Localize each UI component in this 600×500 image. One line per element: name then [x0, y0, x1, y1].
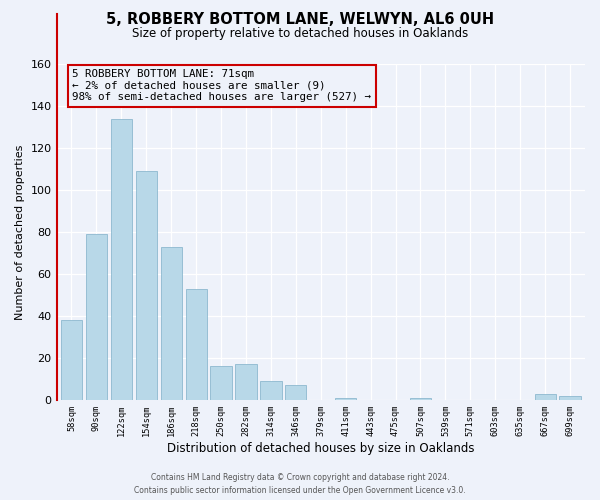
Bar — [235, 364, 257, 400]
Bar — [260, 381, 281, 400]
Y-axis label: Number of detached properties: Number of detached properties — [15, 144, 25, 320]
Text: Contains HM Land Registry data © Crown copyright and database right 2024.
Contai: Contains HM Land Registry data © Crown c… — [134, 474, 466, 495]
Bar — [185, 289, 207, 400]
Bar — [136, 171, 157, 400]
Bar — [410, 398, 431, 400]
Bar — [535, 394, 556, 400]
Text: 5, ROBBERY BOTTOM LANE, WELWYN, AL6 0UH: 5, ROBBERY BOTTOM LANE, WELWYN, AL6 0UH — [106, 12, 494, 28]
Bar — [86, 234, 107, 400]
Bar — [285, 386, 307, 400]
Text: 5 ROBBERY BOTTOM LANE: 71sqm
← 2% of detached houses are smaller (9)
98% of semi: 5 ROBBERY BOTTOM LANE: 71sqm ← 2% of det… — [73, 69, 371, 102]
Bar — [61, 320, 82, 400]
Text: Size of property relative to detached houses in Oaklands: Size of property relative to detached ho… — [132, 28, 468, 40]
Bar — [161, 246, 182, 400]
Bar — [111, 118, 132, 400]
Bar — [335, 398, 356, 400]
Bar — [559, 396, 581, 400]
X-axis label: Distribution of detached houses by size in Oaklands: Distribution of detached houses by size … — [167, 442, 475, 455]
Bar — [211, 366, 232, 400]
